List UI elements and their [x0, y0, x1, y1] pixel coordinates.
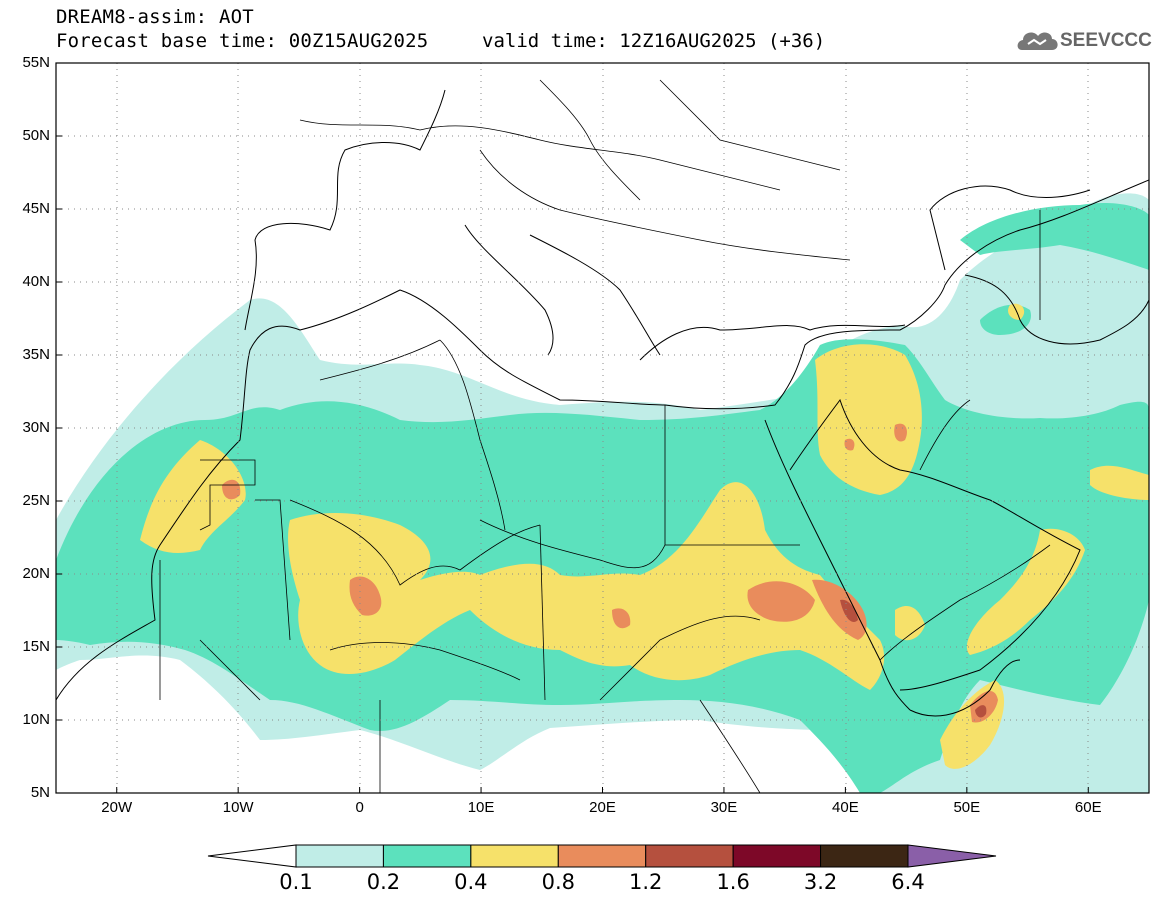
legend-label: 6.4: [891, 870, 925, 894]
legend-label: 0.1: [279, 870, 313, 894]
lat-label-50N: 50N: [22, 127, 50, 144]
lat-label-45N: 45N: [22, 200, 50, 217]
logo-text: SEEVCCC: [1060, 30, 1152, 51]
legend-label: 1.6: [716, 870, 750, 894]
valid-time: valid time: 12Z16AUG2025 (+36): [482, 30, 826, 52]
lat-label-10N: 10N: [22, 711, 50, 728]
legend-label: 0.2: [366, 870, 401, 894]
lat-label-35N: 35N: [22, 346, 50, 363]
lat-label-30N: 30N: [22, 419, 50, 436]
lat-label-15N: 15N: [22, 638, 50, 655]
lon-label-60E: 60E: [1074, 799, 1102, 816]
legend-label: 1.2: [629, 870, 663, 894]
lat-lon-grid: [56, 63, 1149, 793]
lon-label-20W: 20W: [101, 799, 133, 816]
coastlines: [56, 89, 1149, 717]
lat-label-55N: 55N: [22, 54, 50, 71]
legend-label: 3.2: [803, 870, 838, 894]
lon-label-30E: 30E: [710, 799, 738, 816]
country-borders: [159, 79, 1051, 793]
cloud-icon: [1017, 32, 1058, 50]
lon-label-0: 0: [355, 799, 364, 816]
lon-label-50E: 50E: [953, 799, 981, 816]
lat-label-20N: 20N: [22, 565, 50, 582]
legend-label: 0.4: [454, 870, 488, 894]
forecast-base-time: Forecast base time: 00Z15AUG2025: [56, 30, 429, 52]
aot-band-0.8: [222, 423, 998, 723]
lon-label-10W: 10W: [222, 799, 254, 816]
page-title: DREAM8-assim: AOT: [56, 6, 254, 28]
lon-label-10E: 10E: [467, 799, 495, 816]
lon-label-20E: 20E: [589, 799, 616, 816]
lat-label-40N: 40N: [22, 273, 50, 290]
legend-label: 0.8: [541, 870, 575, 894]
aot-band-1.2: [840, 599, 987, 718]
lat-label-25N: 25N: [22, 492, 50, 509]
lon-label-40E: 40E: [832, 799, 859, 816]
lat-label-5N: 5N: [30, 784, 50, 801]
